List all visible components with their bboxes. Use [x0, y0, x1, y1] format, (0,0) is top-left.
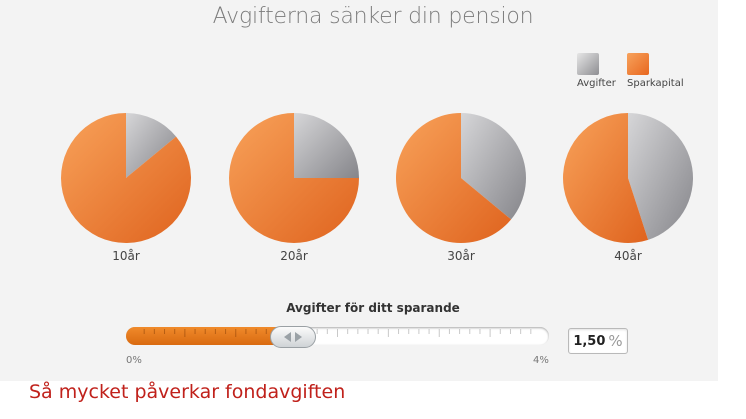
- pie-label-10-years: 10år: [112, 249, 140, 263]
- pie-label-20-years: 20år: [280, 249, 308, 263]
- arrow-right-icon: [295, 332, 302, 342]
- legend-label-fees: Avgifter: [577, 78, 616, 89]
- pie-2-slice-fees: [461, 113, 527, 220]
- legend-swatch-fees: [577, 53, 599, 75]
- fee-slider-track[interactable]: [126, 327, 549, 345]
- pie-charts: [60, 112, 694, 243]
- pie-1-slice-fees: [294, 113, 359, 178]
- pie-3-slice-fees: [628, 112, 694, 240]
- fee-value-unit: %: [608, 332, 623, 350]
- legend-item-fees: Avgifter: [577, 53, 616, 89]
- fee-value-number: 1,50: [573, 333, 606, 349]
- slider-ticks: [143, 329, 532, 337]
- pie-1-slice-savings: [229, 113, 359, 243]
- caption: Så mycket påverkar fondavgiften: [29, 381, 346, 403]
- chart-title: Avgifterna sänker din pension: [212, 4, 534, 29]
- pie-3-slice-savings: [563, 113, 649, 243]
- pie-0-slice-fees: [126, 113, 177, 178]
- pie-label-30-years: 30år: [447, 249, 475, 263]
- legend-label-savings: Sparkapital: [627, 78, 684, 89]
- pie-2-slice-savings: [396, 113, 512, 243]
- pie-label-40-years: 40år: [614, 249, 642, 263]
- fee-slider-fill: [126, 327, 293, 345]
- legend-item-savings: Sparkapital: [627, 53, 684, 89]
- slider-min-label: 0%: [126, 355, 142, 366]
- fee-slider-handle[interactable]: [270, 326, 316, 348]
- slider-max-label: 4%: [533, 355, 549, 366]
- fee-value-field[interactable]: 1,50 %: [568, 328, 628, 354]
- legend-swatch-savings: [627, 53, 649, 75]
- slider-title: Avgifter för ditt sparande: [286, 301, 460, 315]
- pie-0-slice-savings: [60, 113, 191, 243]
- arrow-left-icon: [284, 332, 291, 342]
